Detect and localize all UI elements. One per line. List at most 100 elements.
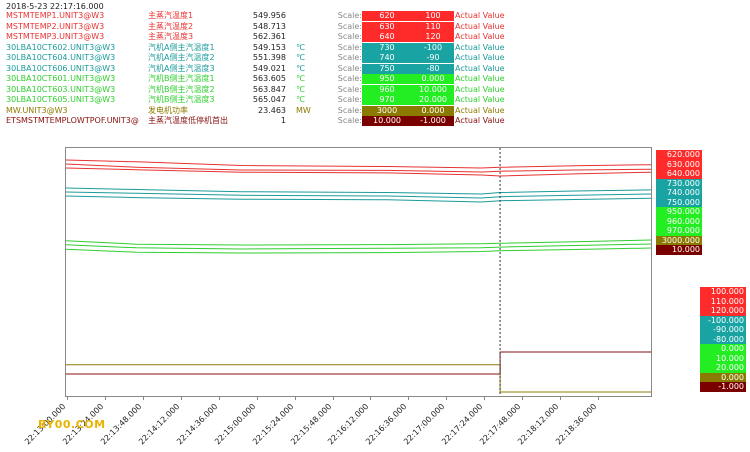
scale-min: 730	[362, 42, 412, 53]
unit: ℃	[296, 42, 305, 52]
trend-svg	[65, 148, 652, 396]
scale-box: 110.000	[700, 296, 746, 306]
current-value: 563.605	[252, 74, 286, 83]
tag-row[interactable]: 30LBA10CT602.UNIT3@W3 汽机A侧主汽温度1 549.153 ℃ Sc…	[6, 42, 526, 53]
time-tick-label: 22:15:48.000	[288, 401, 333, 447]
unit: ℃	[296, 74, 305, 83]
unit: ℃	[296, 95, 305, 104]
unit: ℃	[296, 84, 305, 94]
tag-name: 30LBA10CT605.UNIT3@W3	[6, 95, 116, 104]
value-mode: Actual Value	[455, 11, 505, 20]
scale-min: 630	[362, 21, 412, 32]
scale-label: Scale:	[337, 53, 362, 62]
scale-min: 620	[362, 11, 412, 21]
tag-row[interactable]: ETSMSTMTEMPLOWTPOF.UNIT3@ 主蒸汽温度低停机首出 1 Scal…	[6, 116, 526, 126]
value-mode: Actual Value	[455, 84, 505, 94]
timestamp: 2018-5-23 22:17:16.000	[6, 2, 104, 11]
scale-box: -1.000	[700, 382, 746, 392]
scale-box: 730.000	[656, 178, 702, 188]
scale-label: Scale:	[337, 21, 362, 31]
value-mode: Actual Value	[455, 116, 505, 125]
tag-description: 发电机功率	[148, 105, 188, 115]
right-scale-top: 620.000 630.000 640.000 730.000 740.000 750.0…	[656, 150, 702, 255]
unit: ℃	[296, 63, 305, 73]
scale-min: 740	[362, 53, 412, 63]
time-tick-label: 22:17:24.000	[440, 401, 485, 447]
tag-name: MSTMTEMP3.UNIT3@W3	[6, 32, 105, 41]
scale-label: Scale:	[337, 84, 362, 94]
trend-plot[interactable]	[65, 147, 652, 397]
time-tick-label: 22:17:48.000	[478, 401, 523, 447]
watermark: BY00.COM	[38, 418, 106, 431]
value-mode: Actual Value	[455, 21, 505, 31]
tag-row[interactable]: 30LBA10CT603.UNIT3@W3 汽机B侧主汽温度2 563.847 ℃ Sc…	[6, 84, 526, 95]
scale-max: -1.000	[412, 116, 454, 126]
trend-line	[65, 159, 652, 169]
tag-description: 汽机B侧主汽温度1	[148, 74, 215, 83]
scale-min: 950	[362, 74, 412, 84]
unit: ℃	[296, 53, 305, 62]
scale-max: -90	[412, 53, 454, 63]
scale-label: Scale:	[337, 116, 362, 125]
trend-line	[65, 187, 652, 195]
current-value: 23.463	[258, 105, 286, 115]
tag-name: ETSMSTMTEMPLOWTPOF.UNIT3@	[6, 116, 139, 125]
scale-max: 110	[412, 21, 454, 32]
tag-name: 30LBA10CT604.UNIT3@W3	[6, 53, 116, 62]
scale-min: 960	[362, 84, 412, 95]
scale-box: 960.000	[656, 216, 702, 226]
trend-line	[65, 167, 652, 177]
scale-label: Scale:	[337, 74, 362, 83]
scale-max: -80	[412, 63, 454, 74]
value-mode: Actual Value	[455, 105, 505, 115]
trend-line	[65, 195, 652, 203]
tag-description: 汽机A侧主汽温度3	[148, 63, 215, 73]
current-value: 548.713	[252, 21, 286, 31]
tag-name: 30LBA10CT602.UNIT3@W3	[6, 42, 116, 52]
scale-box: 3000.000	[656, 235, 702, 245]
tag-row[interactable]: MSTMTEMP3.UNIT3@W3 主蒸汽温度3 562.361 Scale: 640…	[6, 32, 526, 42]
time-tick-label: 22:17:00.000	[402, 401, 447, 447]
current-value: 549.153	[252, 42, 286, 52]
trend-line	[65, 163, 652, 173]
tag-row[interactable]: 30LBA10CT601.UNIT3@W3 汽机B侧主汽温度1 563.605 ℃ Sc…	[6, 74, 526, 84]
scale-box: 100.000	[700, 287, 746, 297]
tag-description: 主蒸汽温度低停机首出	[148, 116, 228, 125]
tag-name: 30LBA10CT603.UNIT3@W3	[6, 84, 116, 94]
scale-box: 620.000	[656, 150, 702, 160]
time-tick-label: 22:18:36.000	[554, 401, 599, 447]
tag-row[interactable]: MSTMTEMP1.UNIT3@W3 主蒸汽温度1 549.956 Scale: 620…	[6, 11, 526, 21]
tag-name: 30LBA10CT601.UNIT3@W3	[6, 74, 116, 83]
right-scale-bottom: 100.000 110.000 120.000 -100.000 -90.000 -80.…	[700, 287, 746, 392]
tag-description: 汽机B侧主汽温度3	[148, 95, 215, 104]
scale-box: 10.000	[700, 353, 746, 363]
scale-box: 20.000	[700, 363, 746, 373]
scale-min: 640	[362, 32, 412, 42]
tag-name: MSTMTEMP2.UNIT3@W3	[6, 21, 105, 31]
scale-box: 10.000	[656, 245, 702, 255]
scale-box: 750.000	[656, 197, 702, 207]
scale-max: 0.000	[412, 105, 454, 116]
tag-name: 30LBA10CT606.UNIT3@W3	[6, 63, 116, 73]
scale-max: 20.000	[412, 95, 454, 105]
tag-description: 主蒸汽温度3	[148, 32, 194, 41]
scale-max: 10.000	[412, 84, 454, 95]
scale-box: 740.000	[656, 188, 702, 198]
scale-label: Scale:	[337, 63, 362, 73]
current-value: 549.021	[252, 63, 286, 73]
value-mode: Actual Value	[455, 42, 505, 52]
tag-description: 主蒸汽温度2	[148, 21, 194, 31]
tag-row[interactable]: 30LBA10CT604.UNIT3@W3 汽机A侧主汽温度2 551.398 ℃ Sc…	[6, 53, 526, 63]
tag-row[interactable]: 30LBA10CT606.UNIT3@W3 汽机A侧主汽温度3 549.021 ℃ Sc…	[6, 63, 526, 74]
trend-line	[65, 243, 652, 250]
scale-box: 630.000	[656, 159, 702, 169]
current-value: 563.847	[252, 84, 286, 94]
tag-row[interactable]: MW.UNIT3@W3 发电机功率 23.463 MW Scale: 3000 0.000 A…	[6, 105, 526, 116]
tag-description: 汽机A侧主汽温度2	[148, 53, 215, 62]
tag-row[interactable]: MSTMTEMP2.UNIT3@W3 主蒸汽温度2 548.713 Scale: 630…	[6, 21, 526, 32]
tag-row[interactable]: 30LBA10CT605.UNIT3@W3 汽机B侧主汽温度3 565.047 ℃ Sc…	[6, 95, 526, 105]
tag-description: 主蒸汽温度1	[148, 11, 194, 20]
current-value: 551.398	[252, 53, 286, 62]
scale-max: -100	[412, 42, 454, 53]
tag-name: MW.UNIT3@W3	[6, 105, 68, 115]
